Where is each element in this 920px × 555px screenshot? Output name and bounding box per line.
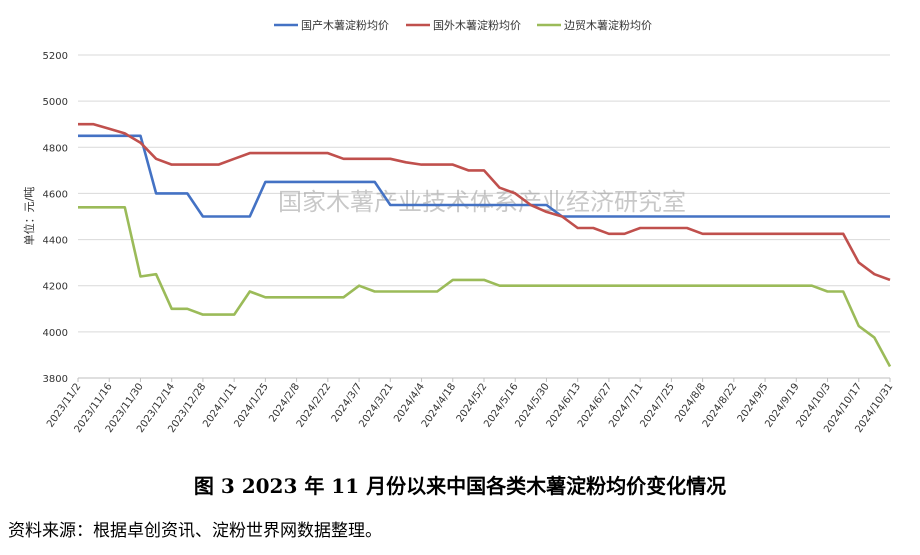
series-line-1 <box>78 134 890 218</box>
y-tick-label: 4200 <box>43 282 68 293</box>
x-tick-label: 2024/8/8 <box>673 381 708 424</box>
y-axis-ticks: 3800 4000 4200 4400 4600 4800 5000 5200 <box>43 51 68 385</box>
y-tick-label: 4800 <box>43 143 68 154</box>
x-tick-label: 2024/9/5 <box>736 381 771 424</box>
x-tick-label: 2024/4/4 <box>392 381 427 424</box>
legend-label: 国产木薯淀粉均价 <box>301 18 389 32</box>
legend-label: 国外木薯淀粉均价 <box>433 18 521 32</box>
watermark: 国家木薯产业技术体系产业经济研究室 <box>278 188 686 216</box>
y-tick-label: 3800 <box>43 374 68 385</box>
x-axis-ticks: 2023/11/22023/11/162023/11/302023/12/142… <box>45 378 895 435</box>
y-tick-label: 5000 <box>43 97 68 108</box>
x-tick-label: 2024/3/7 <box>330 381 365 424</box>
legend: 国产木薯淀粉均价 国外木薯淀粉均价 边贸木薯淀粉均价 <box>274 18 652 32</box>
y-tick-label: 4000 <box>43 328 68 339</box>
y-tick-label: 4400 <box>43 236 68 247</box>
y-tick-label: 4600 <box>43 189 68 200</box>
series-line-3 <box>78 206 892 368</box>
x-tick-label: 2024/2/8 <box>267 381 302 424</box>
figure-source: 资料来源：根据卓创资讯、淀粉世界网数据整理。 <box>8 521 382 541</box>
line-chart: 3800 4000 4200 4400 4600 4800 5000 5200 2023/11… <box>22 18 895 435</box>
series-line-2 <box>78 122 891 282</box>
y-tick-label: 5200 <box>43 51 68 62</box>
y-axis-label: 单位：元/吨 <box>22 187 36 246</box>
series-lines <box>78 122 892 368</box>
x-tick-label: 2024/5/2 <box>455 381 490 424</box>
legend-label: 边贸木薯淀粉均价 <box>564 18 652 32</box>
figure-title: 图 3 2023 年 11 月份以来中国各类木薯淀粉均价变化情况 <box>193 474 727 498</box>
